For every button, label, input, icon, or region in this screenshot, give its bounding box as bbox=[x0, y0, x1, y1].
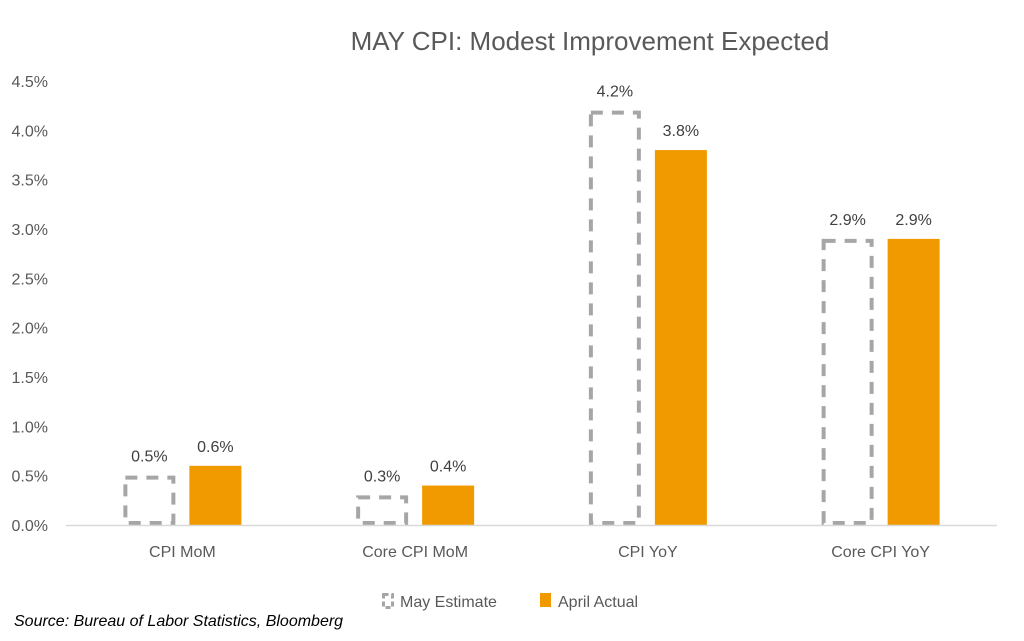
legend-label: May Estimate bbox=[400, 594, 497, 611]
bar-data-label: 2.9% bbox=[829, 212, 865, 229]
bar-data-label: 3.8% bbox=[663, 123, 699, 140]
legend-label: April Actual bbox=[558, 594, 638, 611]
y-tick-label: 4.0% bbox=[12, 123, 48, 140]
y-tick-label: 4.5% bbox=[12, 74, 48, 91]
bar-may-estimate bbox=[821, 238, 874, 525]
bar-may-estimate bbox=[356, 495, 409, 525]
legend-swatch-may-estimate bbox=[382, 593, 394, 609]
bar-data-label: 4.2% bbox=[597, 84, 633, 101]
y-tick-label: 1.0% bbox=[12, 419, 48, 436]
y-axis: 0.0% 0.5% 1.0% 1.5% 2.0% 2.5% 3.0% 3.5% 4.0% 4.5% bbox=[12, 74, 48, 535]
bar-may-estimate bbox=[123, 475, 176, 525]
legend: May Estimate April Actual bbox=[382, 593, 638, 611]
y-tick-label: 0.0% bbox=[12, 518, 48, 535]
bar-april-actual bbox=[422, 485, 475, 525]
bar-data-label: 0.6% bbox=[197, 439, 233, 456]
bar-data-label: 0.4% bbox=[430, 459, 466, 476]
bar-series-group: 0.5% 0.6% 0.3% 0.4% 4.2% 3.8% 2.9% 2.9% bbox=[123, 84, 940, 526]
y-tick-label: 2.5% bbox=[12, 271, 48, 288]
y-tick-label: 3.0% bbox=[12, 222, 48, 239]
x-category-label: Core CPI MoM bbox=[362, 544, 468, 561]
x-category-label: Core CPI YoY bbox=[831, 544, 930, 561]
x-category-label: CPI YoY bbox=[618, 544, 678, 561]
source-note: Source: Bureau of Labor Statistics, Bloo… bbox=[14, 613, 344, 630]
bar-data-label: 0.5% bbox=[131, 449, 167, 466]
y-tick-label: 1.5% bbox=[12, 370, 48, 387]
x-axis: CPI MoM Core CPI MoM CPI YoY Core CPI YoY bbox=[66, 524, 997, 561]
bar-april-actual bbox=[654, 150, 707, 526]
bar-april-actual bbox=[189, 465, 242, 525]
legend-swatch-april-actual bbox=[540, 593, 551, 607]
bar-may-estimate bbox=[588, 110, 641, 525]
y-tick-label: 2.0% bbox=[12, 321, 48, 338]
y-tick-label: 0.5% bbox=[12, 469, 48, 486]
bar-data-label: 0.3% bbox=[364, 468, 400, 485]
bar-april-actual bbox=[887, 238, 940, 525]
bar-data-label: 2.9% bbox=[895, 212, 931, 229]
y-tick-label: 3.5% bbox=[12, 173, 48, 190]
chart-title: MAY CPI: Modest Improvement Expected bbox=[351, 26, 830, 56]
x-category-label: CPI MoM bbox=[149, 544, 216, 561]
